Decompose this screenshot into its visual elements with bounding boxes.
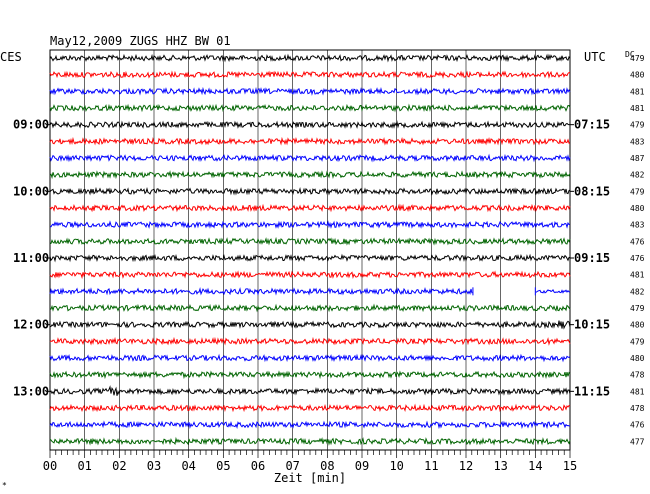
dc-offset-22: 476 <box>630 421 645 430</box>
x-tick-label-00: 00 <box>43 459 57 473</box>
footnote-mark: * <box>2 481 7 490</box>
trace-row-22 <box>49 420 571 430</box>
trace-row-12 <box>49 253 571 263</box>
trace-row-8 <box>49 186 571 196</box>
dc-offset-23: 477 <box>630 437 645 446</box>
dc-offset-labels: 479 480 481 481 479 483 487 482 479 480 483 476 476 4… <box>630 54 645 446</box>
x-tick-label-01: 01 <box>77 459 91 473</box>
dc-offset-21: 478 <box>630 404 645 413</box>
trace-row-13 <box>49 270 571 280</box>
dc-offset-11: 476 <box>630 237 645 246</box>
trace-row-19 <box>49 370 571 380</box>
trace-row-9 <box>49 203 571 213</box>
dc-offset-2: 481 <box>630 87 645 96</box>
x-tick-label-05: 05 <box>216 459 230 473</box>
trace-row-0 <box>49 53 571 63</box>
dc-offset-16: 480 <box>630 321 645 330</box>
time-labels: 09:00 10:00 11:00 12:00 13:00 07:15 08:15 09:15… <box>13 118 610 399</box>
left-corner-label: CES <box>0 50 22 64</box>
trace-row-10 <box>50 220 571 229</box>
dc-offset-3: 481 <box>630 104 645 113</box>
trace-row-15 <box>49 303 571 313</box>
x-tick-label-15: 15 <box>563 459 577 473</box>
dc-offset-8: 479 <box>630 187 645 196</box>
x-tick-label-09: 09 <box>355 459 369 473</box>
dc-offset-17: 479 <box>630 337 645 346</box>
dc-offset-20: 481 <box>630 387 645 396</box>
x-tick-label-04: 04 <box>181 459 195 473</box>
trace-row-18 <box>49 353 571 363</box>
trace-row-2 <box>49 86 571 96</box>
x-tick-label-08: 08 <box>320 459 334 473</box>
trace-row-5 <box>49 136 571 146</box>
left-time-label-1: 10:00 <box>13 184 49 198</box>
x-tick-label-14: 14 <box>528 459 542 473</box>
dc-offset-19: 478 <box>630 371 645 380</box>
dc-offset-7: 482 <box>630 171 645 180</box>
trace-row-1 <box>49 70 571 79</box>
dc-offset-14: 482 <box>630 287 645 296</box>
x-tick-label-07: 07 <box>285 459 299 473</box>
dc-offset-5: 483 <box>630 137 645 146</box>
trace-row-4 <box>49 120 571 129</box>
trace-row-3 <box>49 103 571 113</box>
x-tick-label-12: 12 <box>459 459 473 473</box>
x-tick-label-02: 02 <box>112 459 126 473</box>
chart-title: May12,2009 ZUGS HHZ BW 01 <box>50 34 231 48</box>
x-axis-label: Zeit [min] <box>274 471 346 485</box>
right-time-label-1: 07:15 <box>574 118 610 132</box>
dc-offset-15: 479 <box>630 304 645 313</box>
x-tick-label-03: 03 <box>147 459 161 473</box>
right-time-label-5: 11:15 <box>574 384 610 398</box>
dc-offset-18: 480 <box>630 354 645 363</box>
dc-offset-6: 487 <box>630 154 645 163</box>
grid-lines <box>84 50 536 450</box>
x-tick-label-11: 11 <box>424 459 438 473</box>
trace-row-21 <box>49 403 571 413</box>
trace-row-17 <box>49 336 571 346</box>
right-time-label-3: 09:15 <box>574 251 610 265</box>
x-tick-label-10: 10 <box>389 459 403 473</box>
dc-offset-9: 480 <box>630 204 645 213</box>
dc-offset-13: 481 <box>630 271 645 280</box>
trace-row-6 <box>49 153 571 163</box>
left-time-label-0: 09:00 <box>13 118 49 132</box>
left-time-label-4: 13:00 <box>13 384 49 398</box>
dc-offset-10: 483 <box>630 221 645 230</box>
trace-row-11 <box>49 236 571 246</box>
x-tick-label-06: 06 <box>251 459 265 473</box>
left-time-label-2: 11:00 <box>13 251 49 265</box>
trace-row-7 <box>49 170 571 180</box>
right-corner-label: UTC <box>584 50 606 64</box>
right-time-label-4: 10:15 <box>574 318 610 332</box>
dc-offset-0: 479 <box>630 54 645 63</box>
dc-offset-4: 479 <box>630 121 645 130</box>
trace-layer <box>49 53 571 446</box>
trace-row-14 <box>49 287 571 296</box>
x-axis: 00 01 02 03 04 05 06 07 08 09 10 11 12 13 14 15 <box>43 450 577 473</box>
right-time-label-2: 08:15 <box>574 184 610 198</box>
dc-offset-12: 476 <box>630 254 645 263</box>
trace-row-23 <box>49 436 571 446</box>
left-time-label-3: 12:00 <box>13 318 49 332</box>
x-tick-label-13: 13 <box>493 459 507 473</box>
trace-row-16 <box>49 320 571 330</box>
trace-row-20 <box>49 385 571 396</box>
dc-header-label: DC <box>625 50 635 59</box>
dc-offset-1: 480 <box>630 71 645 80</box>
